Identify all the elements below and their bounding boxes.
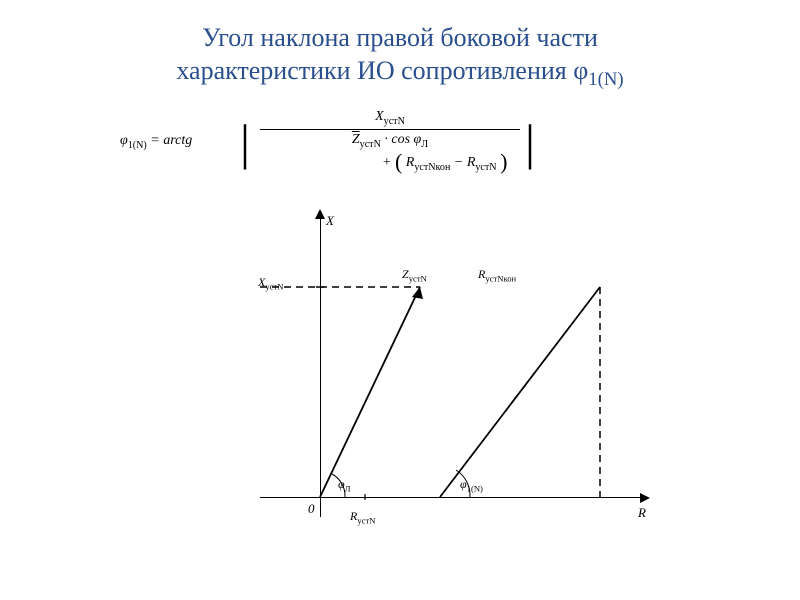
- denominator: ZустN · cos φЛ: [260, 130, 520, 150]
- phi1-sub: 1(N): [467, 483, 483, 493]
- minus: −: [454, 155, 467, 170]
- rkon-label: RустNкон: [478, 267, 516, 283]
- den-cos: · cos φ: [381, 132, 421, 147]
- title-line2: характеристики ИО сопротивления: [176, 56, 566, 85]
- diagram: 0 R X XустN ZустN RустNкон RустN φЛ φ1(N…: [140, 187, 660, 547]
- formula-lhs: φ1(N) = arctg: [120, 133, 192, 151]
- plus: +: [382, 155, 395, 170]
- abs-open: |: [240, 113, 250, 171]
- r-axis-label: R: [638, 505, 646, 521]
- phi-1N-label: φ1(N): [460, 477, 483, 493]
- paren-close: ): [500, 149, 507, 174]
- den-Z-sub: устN: [360, 139, 381, 150]
- arctg: = arctg: [147, 133, 192, 148]
- x-tick-label: XустN: [258, 275, 283, 291]
- abs-close: |: [525, 113, 535, 171]
- x-axis-label: X: [326, 213, 334, 229]
- title-phi-sub: 1(N): [588, 69, 623, 90]
- xtick-sub: устN: [265, 281, 283, 291]
- phiL-sub: Л: [345, 483, 351, 493]
- phiL-sym: φ: [338, 477, 345, 491]
- diagram-lines: [140, 187, 660, 547]
- rkon-sub: устNкон: [485, 273, 516, 283]
- numerator: XустN: [260, 109, 520, 130]
- origin-label: 0: [308, 501, 315, 517]
- r-sub: устN: [357, 515, 375, 525]
- den-cos-sub: Л: [421, 139, 428, 150]
- den-Z: Z: [352, 132, 360, 147]
- phi-L-label: φЛ: [338, 477, 351, 493]
- phi-sub: 1(N): [128, 140, 147, 151]
- fraction: XустN ZустN · cos φЛ: [260, 109, 520, 150]
- r-label: RустN: [350, 509, 375, 525]
- R2-sub: устN: [475, 162, 496, 173]
- formula-tail: + ( RустNкон − RустN ): [382, 149, 507, 175]
- z-sym: Z: [402, 267, 409, 281]
- page-title: Угол наклона правой боковой части характ…: [0, 22, 800, 91]
- paren-open: (: [395, 149, 402, 174]
- R1-sub: устNкон: [414, 162, 450, 173]
- num-X-sub: устN: [384, 116, 405, 127]
- formula: φ1(N) = arctg | XустN ZустN · cos φЛ + (…: [120, 109, 680, 177]
- z-sub: устN: [409, 273, 427, 283]
- num-X: X: [375, 109, 384, 124]
- phi1-sym: φ: [460, 477, 467, 491]
- title-phi: φ: [573, 56, 588, 85]
- z-label: ZустN: [402, 267, 427, 283]
- title-line1: Угол наклона правой боковой части: [202, 23, 598, 52]
- phi-symbol: φ: [120, 133, 128, 148]
